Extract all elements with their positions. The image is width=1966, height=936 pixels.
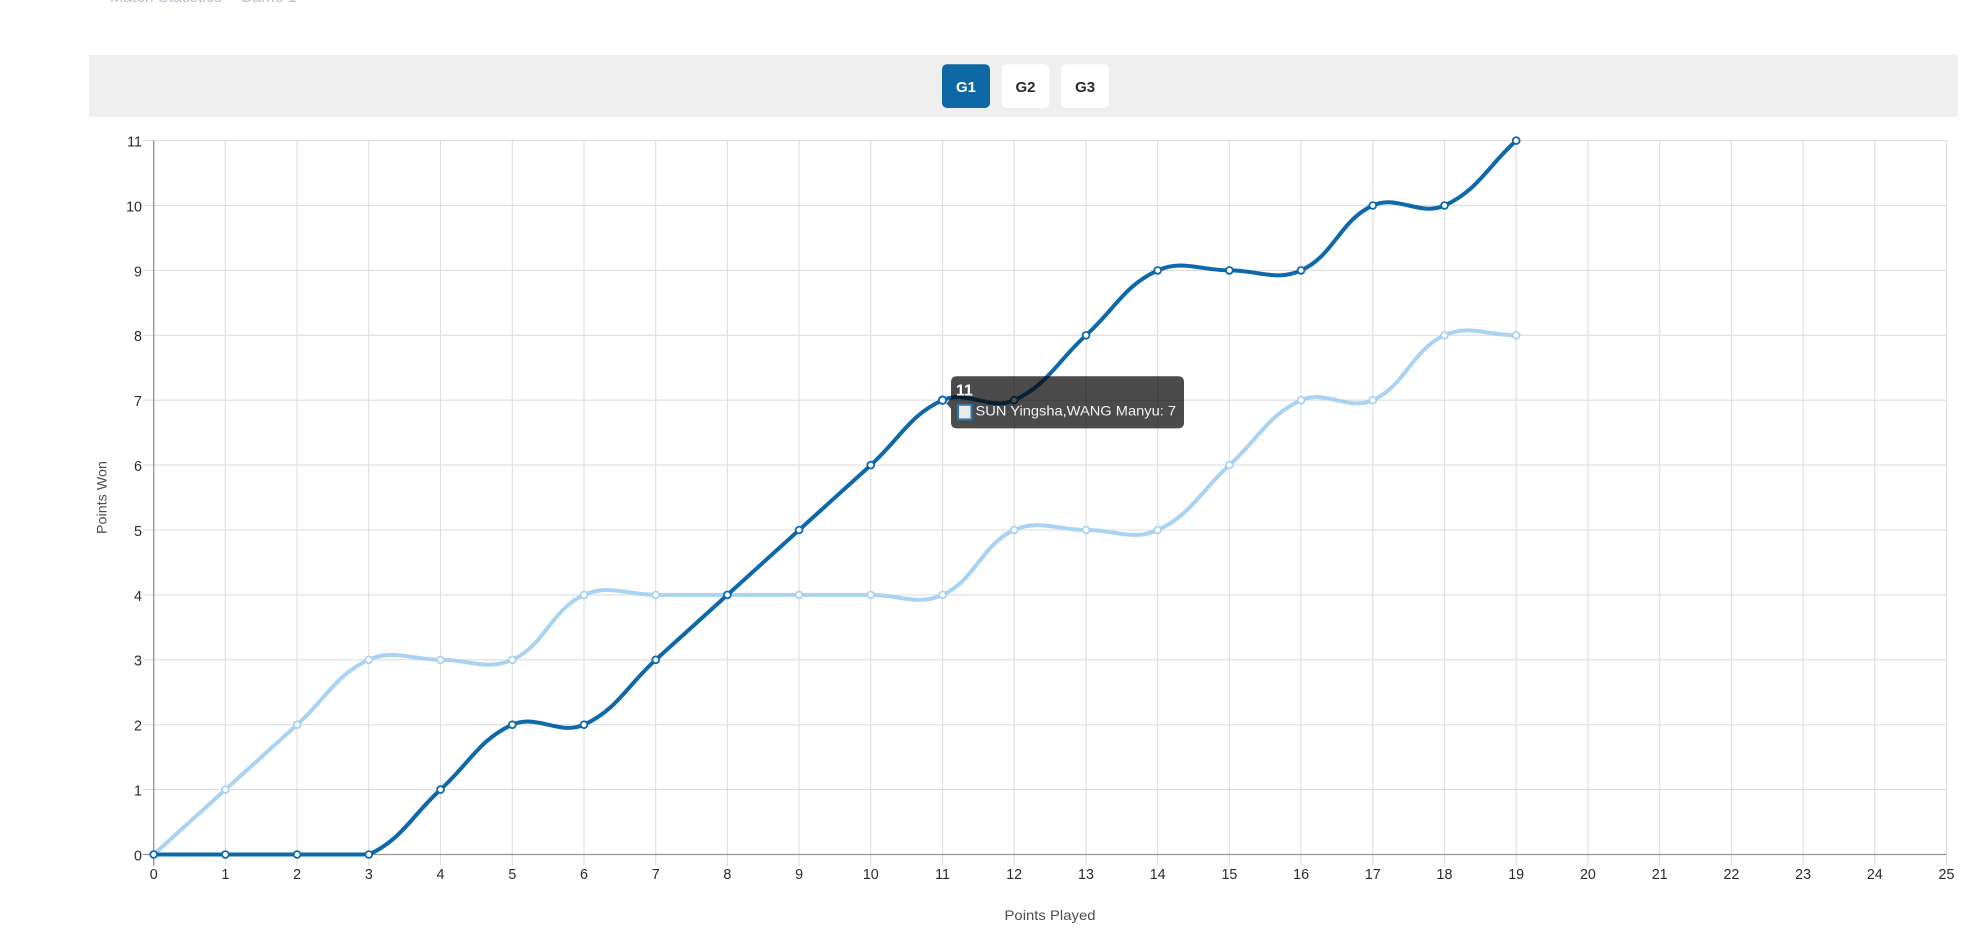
svg-text:10: 10 [126, 199, 142, 215]
svg-text:7: 7 [652, 867, 660, 883]
svg-text:4: 4 [134, 589, 142, 605]
svg-text:Points Won: Points Won [93, 461, 109, 534]
svg-text:SUN Yingsha,WANG Manyu: 7: SUN Yingsha,WANG Manyu: 7 [976, 402, 1177, 418]
svg-text:25: 25 [1939, 867, 1955, 883]
svg-text:24: 24 [1867, 867, 1883, 883]
svg-text:22: 22 [1723, 867, 1739, 883]
svg-text:23: 23 [1795, 867, 1811, 883]
svg-text:11: 11 [127, 135, 142, 151]
svg-text:8: 8 [134, 329, 142, 345]
svg-text:7: 7 [134, 394, 142, 410]
svg-text:0: 0 [134, 848, 142, 864]
svg-text:19: 19 [1508, 867, 1524, 883]
svg-text:15: 15 [1221, 867, 1237, 883]
svg-text:9: 9 [134, 264, 142, 280]
svg-text:11: 11 [935, 867, 950, 883]
svg-text:21: 21 [1652, 867, 1668, 883]
svg-text:5: 5 [134, 524, 142, 540]
svg-text:9: 9 [795, 867, 803, 883]
svg-text:14: 14 [1150, 867, 1166, 883]
svg-text:3: 3 [365, 867, 373, 883]
svg-text:17: 17 [1365, 867, 1381, 883]
svg-text:4: 4 [437, 867, 445, 883]
svg-text:G1: G1 [956, 79, 976, 96]
svg-text:G2: G2 [1015, 79, 1035, 96]
svg-text:13: 13 [1078, 867, 1094, 883]
svg-text:11: 11 [956, 382, 973, 399]
svg-text:10: 10 [863, 867, 879, 883]
svg-text:Match Statistics – Game 1: Match Statistics – Game 1 [110, 0, 297, 6]
svg-text:1: 1 [221, 867, 229, 883]
svg-text:8: 8 [723, 867, 731, 883]
svg-text:5: 5 [508, 867, 516, 883]
svg-text:3: 3 [134, 654, 142, 670]
svg-text:6: 6 [580, 867, 588, 883]
svg-text:Points Played: Points Played [1005, 907, 1096, 923]
svg-text:18: 18 [1437, 867, 1453, 883]
svg-text:2: 2 [134, 719, 142, 735]
svg-text:6: 6 [134, 459, 142, 475]
svg-text:12: 12 [1006, 867, 1022, 883]
svg-text:16: 16 [1293, 867, 1309, 883]
svg-text:20: 20 [1580, 867, 1596, 883]
svg-text:G3: G3 [1075, 79, 1095, 96]
svg-text:1: 1 [134, 784, 142, 800]
svg-text:2: 2 [293, 867, 301, 883]
svg-text:0: 0 [150, 867, 158, 883]
